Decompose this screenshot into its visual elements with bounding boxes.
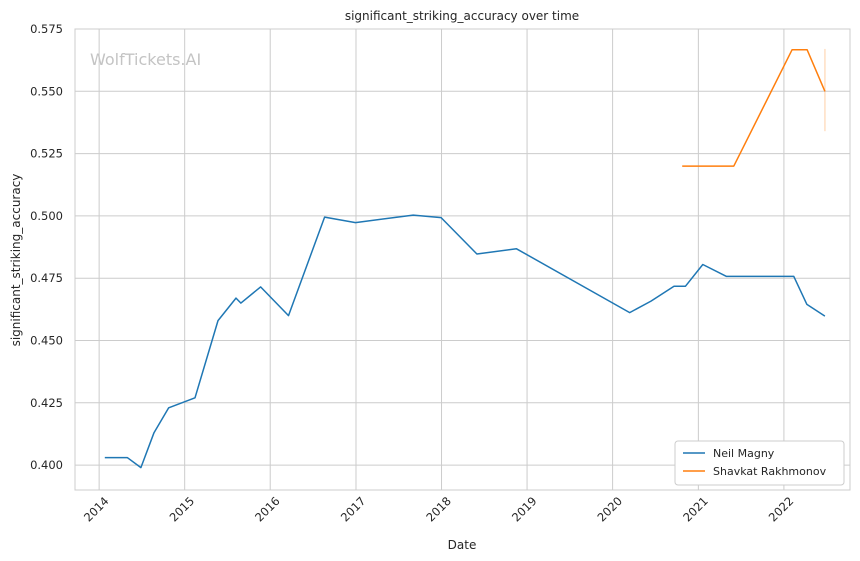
watermark: WolfTickets.AI [90, 50, 201, 69]
plot-frame [74, 28, 851, 491]
y-tick-label: 0.550 [30, 84, 63, 98]
series-lines [104, 48, 826, 469]
legend-label-neil-magny: Neil Magny [713, 447, 775, 460]
y-axis-title: significant_striking_accuracy [9, 174, 23, 347]
y-tick-label: 0.475 [30, 271, 63, 285]
y-tick-label: 0.450 [30, 333, 63, 347]
y-tick-label: 0.500 [30, 209, 63, 223]
series-line-neil-magny [104, 214, 826, 469]
series-line-shavkat-rakhmonov [682, 48, 826, 167]
y-tick-label: 0.525 [30, 147, 63, 161]
x-axis-title: Date [448, 538, 477, 552]
legend: Neil Magny Shavkat Rakhmonov [674, 440, 845, 486]
y-tick-label: 0.425 [30, 396, 63, 410]
legend-label-shavkat-rakhmonov: Shavkat Rakhmonov [713, 465, 827, 478]
y-tick-label: 0.400 [30, 458, 63, 472]
chart-title: significant_striking_accuracy over time [345, 9, 579, 23]
y-tick-label: 0.575 [30, 22, 63, 36]
y-tick-labels: 0.400 0.425 0.450 0.475 0.500 0.525 0.550 0.575 [30, 22, 63, 472]
legend-box [674, 440, 845, 486]
